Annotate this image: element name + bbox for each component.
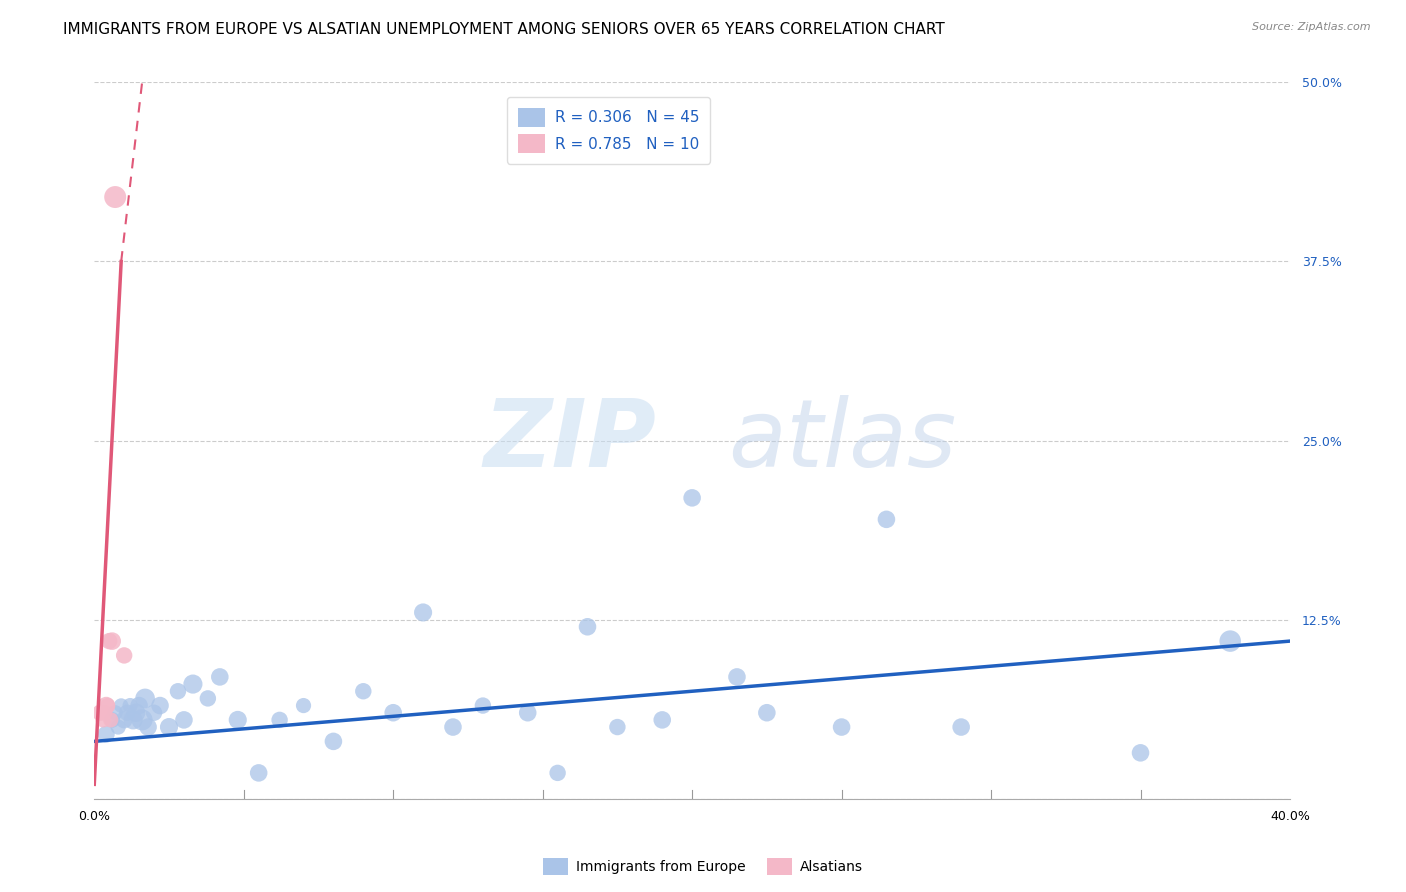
Point: [122, 713, 145, 727]
Point: [755, 706, 778, 720]
Point: [441, 720, 464, 734]
Point: [875, 512, 897, 526]
Point: [112, 713, 135, 727]
Point: [516, 706, 538, 720]
Point: [167, 684, 190, 698]
Point: [226, 713, 249, 727]
Point: [950, 720, 973, 734]
Point: [681, 491, 703, 505]
Point: [247, 765, 270, 780]
Point: [725, 670, 748, 684]
Point: [471, 698, 494, 713]
Point: [831, 720, 853, 734]
Point: [292, 698, 315, 713]
Text: IMMIGRANTS FROM EUROPE VS ALSATIAN UNEMPLOYMENT AMONG SENIORS OVER 65 YEARS CORR: IMMIGRANTS FROM EUROPE VS ALSATIAN UNEMP…: [63, 22, 945, 37]
Point: [101, 634, 124, 648]
Point: [115, 706, 138, 720]
Point: [93, 706, 115, 720]
Point: [322, 734, 344, 748]
Point: [128, 698, 150, 713]
Point: [651, 713, 673, 727]
Point: [97, 698, 120, 713]
Text: ZIP: ZIP: [484, 394, 657, 486]
Point: [134, 691, 156, 706]
Point: [181, 677, 204, 691]
Point: [91, 713, 114, 727]
Point: [173, 713, 195, 727]
Point: [412, 606, 434, 620]
Point: [1219, 634, 1241, 648]
Point: [136, 720, 159, 734]
Point: [269, 713, 291, 727]
Point: [352, 684, 374, 698]
Point: [576, 620, 599, 634]
Point: [606, 720, 628, 734]
Point: [120, 698, 142, 713]
Point: [157, 720, 180, 734]
Text: Source: ZipAtlas.com: Source: ZipAtlas.com: [1253, 22, 1371, 32]
Point: [107, 720, 129, 734]
Text: atlas: atlas: [728, 395, 956, 486]
Point: [149, 698, 172, 713]
Legend: Immigrants from Europe, Alsatians: Immigrants from Europe, Alsatians: [537, 853, 869, 880]
Point: [110, 698, 132, 713]
Point: [104, 706, 127, 720]
Point: [197, 691, 219, 706]
Point: [547, 765, 569, 780]
Point: [101, 713, 124, 727]
Point: [208, 670, 231, 684]
Point: [112, 648, 135, 663]
Point: [143, 706, 166, 720]
Point: [104, 190, 127, 204]
Point: [89, 706, 111, 720]
Point: [1129, 746, 1152, 760]
Point: [98, 634, 121, 648]
Legend: R = 0.306   N = 45, R = 0.785   N = 10: R = 0.306 N = 45, R = 0.785 N = 10: [508, 97, 710, 163]
Point: [131, 713, 153, 727]
Point: [96, 698, 118, 713]
Point: [125, 706, 148, 720]
Point: [100, 713, 122, 727]
Point: [382, 706, 405, 720]
Point: [96, 727, 118, 741]
